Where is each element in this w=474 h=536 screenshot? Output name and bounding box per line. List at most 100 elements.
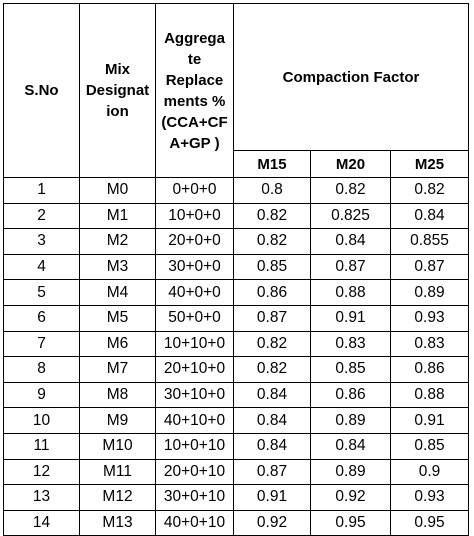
cell-m20: 0.95 <box>310 509 391 536</box>
header-grade-m25: M25 <box>389 150 470 178</box>
cell-aggregate: 20+0+0 <box>155 228 234 255</box>
cell-mix: M8 <box>79 381 156 409</box>
cell-m15: 0.82 <box>233 356 311 383</box>
cell-sno: 12 <box>3 458 80 486</box>
cell-m25: 0.85 <box>389 432 470 460</box>
table-row: 9 M8 30+10+0 0.84 0.86 0.88 <box>3 381 470 409</box>
cell-aggregate: 10+10+0 <box>155 330 234 358</box>
cell-aggregate: 40+0+0 <box>155 279 234 306</box>
cell-m15: 0.82 <box>233 202 311 230</box>
cell-mix: M10 <box>79 432 156 460</box>
cell-m20: 0.87 <box>310 253 391 281</box>
cell-m15: 0.84 <box>233 432 311 460</box>
cell-m25: 0.95 <box>389 509 470 536</box>
cell-m20: 0.82 <box>310 177 391 204</box>
cell-sno: 10 <box>3 407 80 434</box>
cell-m20: 0.89 <box>310 458 391 486</box>
table-row: 10 M9 40+10+0 0.84 0.89 0.91 <box>3 407 470 434</box>
table-row: 4 M3 30+0+0 0.85 0.87 0.87 <box>3 253 470 281</box>
cell-m20: 0.89 <box>310 407 391 434</box>
cell-sno: 1 <box>3 177 80 204</box>
cell-m15: 0.85 <box>233 253 311 281</box>
cell-m15: 0.91 <box>233 484 311 511</box>
cell-m25: 0.87 <box>389 253 470 281</box>
cell-aggregate: 10+0+0 <box>155 202 234 230</box>
header-grade-m15: M15 <box>233 150 311 178</box>
cell-mix: M11 <box>79 458 156 486</box>
cell-m20: 0.88 <box>310 279 391 306</box>
cell-aggregate: 20+0+10 <box>155 458 234 486</box>
cell-m25: 0.855 <box>389 228 470 255</box>
cell-m15: 0.84 <box>233 407 311 434</box>
cell-m20: 0.825 <box>310 202 391 230</box>
cell-sno: 8 <box>3 356 80 383</box>
cell-aggregate: 50+0+0 <box>155 304 234 332</box>
table-row: 6 M5 50+0+0 0.87 0.91 0.93 <box>3 304 470 332</box>
cell-sno: 9 <box>3 381 80 409</box>
cell-mix: M7 <box>79 356 156 383</box>
cell-aggregate: 20+10+0 <box>155 356 234 383</box>
cell-sno: 2 <box>3 202 80 230</box>
header-grade-m20: M20 <box>310 150 391 178</box>
cell-m20: 0.92 <box>310 484 391 511</box>
cell-m15: 0.84 <box>233 381 311 409</box>
cell-aggregate: 40+0+10 <box>155 509 234 536</box>
cell-sno: 7 <box>3 330 80 358</box>
table-row: 2 M1 10+0+0 0.82 0.825 0.84 <box>3 202 470 230</box>
cell-m20: 0.84 <box>310 228 391 255</box>
cell-m20: 0.83 <box>310 330 391 358</box>
cell-mix: M5 <box>79 304 156 332</box>
table-row: 11 M10 10+0+10 0.84 0.84 0.85 <box>3 432 470 460</box>
cell-mix: M1 <box>79 202 156 230</box>
cell-m25: 0.83 <box>389 330 470 358</box>
cell-sno: 3 <box>3 228 80 255</box>
cell-sno: 11 <box>3 432 80 460</box>
cell-m15: 0.82 <box>233 228 311 255</box>
cell-m15: 0.87 <box>233 458 311 486</box>
table-row: 14 M13 40+0+10 0.92 0.95 0.95 <box>3 509 470 536</box>
table-row: 12 M11 20+0+10 0.87 0.89 0.9 <box>3 458 470 486</box>
cell-m15: 0.86 <box>233 279 311 306</box>
cell-m20: 0.91 <box>310 304 391 332</box>
cell-sno: 6 <box>3 304 80 332</box>
table-row: 5 M4 40+0+0 0.86 0.88 0.89 <box>3 279 470 306</box>
header-mix-designation: Mix Designat ion <box>79 3 156 178</box>
cell-m25: 0.9 <box>389 458 470 486</box>
cell-m25: 0.93 <box>389 304 470 332</box>
cell-sno: 14 <box>3 509 80 536</box>
cell-sno: 4 <box>3 253 80 281</box>
cell-m25: 0.93 <box>389 484 470 511</box>
cell-m15: 0.82 <box>233 330 311 358</box>
cell-aggregate: 40+10+0 <box>155 407 234 434</box>
cell-mix: M2 <box>79 228 156 255</box>
cell-m25: 0.88 <box>389 381 470 409</box>
cell-m25: 0.91 <box>389 407 470 434</box>
cell-m20: 0.85 <box>310 356 391 383</box>
table-row: 1 M0 0+0+0 0.8 0.82 0.82 <box>3 177 470 204</box>
cell-m25: 0.89 <box>389 279 470 306</box>
cell-m25: 0.86 <box>389 356 470 383</box>
cell-aggregate: 30+0+10 <box>155 484 234 511</box>
cell-mix: M6 <box>79 330 156 358</box>
table-row: 8 M7 20+10+0 0.82 0.85 0.86 <box>3 356 470 383</box>
cell-sno: 5 <box>3 279 80 306</box>
cell-mix: M0 <box>79 177 156 204</box>
cell-mix: M12 <box>79 484 156 511</box>
cell-aggregate: 30+0+0 <box>155 253 234 281</box>
cell-sno: 13 <box>3 484 80 511</box>
cell-m20: 0.84 <box>310 432 391 460</box>
table-row: 13 M12 30+0+10 0.91 0.92 0.93 <box>3 484 470 511</box>
cell-aggregate: 0+0+0 <box>155 177 234 204</box>
cell-mix: M9 <box>79 407 156 434</box>
cell-m20: 0.86 <box>310 381 391 409</box>
cell-mix: M13 <box>79 509 156 536</box>
cell-m15: 0.87 <box>233 304 311 332</box>
cell-m15: 0.8 <box>233 177 311 204</box>
header-aggregate-replacement: Aggrega te Replace ments % (CCA+CF A+GP … <box>155 3 234 178</box>
cell-m25: 0.82 <box>389 177 470 204</box>
cell-m15: 0.92 <box>233 509 311 536</box>
cell-aggregate: 30+10+0 <box>155 381 234 409</box>
table-row: 3 M2 20+0+0 0.82 0.84 0.855 <box>3 228 470 255</box>
header-sno: S.No <box>3 3 80 178</box>
compaction-factor-table: S.No Mix Designat ion Aggrega te Replace… <box>3 3 470 536</box>
